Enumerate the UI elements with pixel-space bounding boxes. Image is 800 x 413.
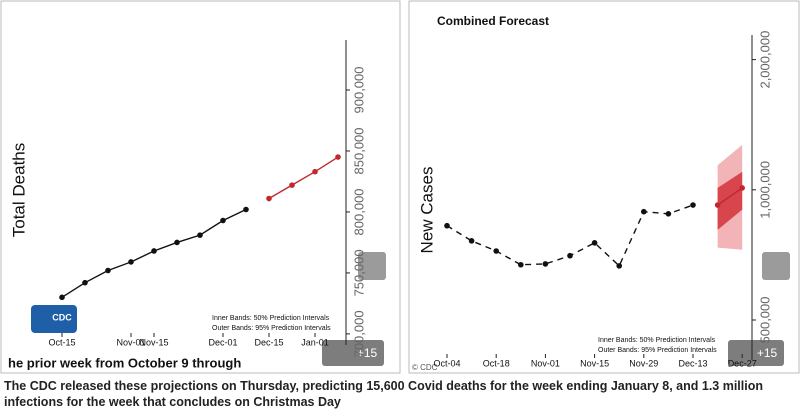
gallery-button[interactable]: [728, 340, 784, 366]
data-point: [641, 208, 647, 215]
data-point: [128, 259, 134, 265]
series-line: [268, 156, 339, 200]
data-point: [59, 294, 65, 301]
photo-count[interactable]: +15: [357, 346, 378, 360]
data-point: [289, 182, 295, 188]
x-tick-label: Oct-15: [48, 337, 75, 347]
y-tick-label: 700,000: [351, 310, 366, 357]
x-tick-label: Dec-01: [208, 337, 237, 347]
data-point: [493, 248, 500, 254]
x-tick-label: Dec-15: [254, 337, 283, 347]
data-point: [312, 168, 318, 175]
x-tick-label: Jan-01: [301, 337, 329, 347]
share-button[interactable]: [358, 252, 386, 280]
gallery-button[interactable]: [322, 340, 384, 366]
data-point: [690, 202, 696, 208]
data-point: [468, 238, 475, 244]
data-point: [220, 217, 226, 224]
y-tick-label: 850,000: [351, 127, 366, 174]
y-tick-label: 500,000: [757, 297, 772, 344]
annotation: Inner Bands: 50% Prediction Intervals: [598, 337, 716, 344]
cdc-logo: [31, 305, 77, 333]
y-axis-label: New Cases: [417, 167, 436, 254]
data-point: [266, 195, 272, 202]
x-tick-label: Nov-01: [531, 358, 560, 368]
y-tick-label: 800,000: [351, 188, 366, 235]
annotation: Outer Bands: 95% Prediction Intervals: [598, 347, 717, 354]
data-point: [335, 154, 341, 160]
prediction-band: [717, 171, 743, 230]
x-tick-label: Nov-01: [116, 337, 145, 347]
data-point: [542, 261, 549, 267]
data-point: [665, 211, 672, 217]
y-tick-label: 2,000,000: [757, 31, 772, 89]
y-tick-label: 900,000: [351, 67, 366, 114]
x-tick-label: Oct-18: [483, 358, 510, 368]
series-line: [717, 187, 743, 206]
data-point: [82, 279, 88, 286]
data-point: [151, 248, 157, 254]
x-tick-label: Nov-29: [629, 358, 658, 368]
logo-text: CDC: [52, 312, 72, 322]
annotation: Outer Bands: 95% Prediction Intervals: [212, 325, 331, 332]
share-button[interactable]: [762, 252, 790, 280]
data-point: [567, 252, 573, 259]
data-point: [591, 240, 598, 246]
data-point: [616, 263, 622, 269]
y-tick-label: 750,000: [351, 249, 366, 296]
data-point: [714, 202, 721, 208]
chart-title: Combined Forecast: [437, 14, 549, 28]
charts: CDC +15 +15 © CDC he prior week from Oct…: [0, 0, 800, 374]
data-point: [444, 222, 450, 229]
y-tick-label: 1,000,000: [757, 161, 772, 219]
data-point: [174, 239, 180, 246]
x-tick-label: Dec-27: [728, 358, 757, 368]
data-point: [243, 206, 249, 213]
photo-credit: © CDC: [412, 363, 438, 372]
x-tick-label: Nov-15: [580, 358, 609, 368]
annotation: Inner Bands: 50% Prediction Intervals: [212, 315, 330, 322]
data-point: [518, 261, 524, 268]
x-tick-label: Oct-04: [433, 358, 460, 368]
x-tick-label: Nov-15: [139, 337, 168, 347]
data-point: [197, 232, 203, 238]
data-point: [105, 267, 111, 274]
data-point: [739, 185, 745, 191]
y-axis-label: Total Deaths: [9, 143, 28, 238]
x-tick-label: Dec-13: [678, 358, 707, 368]
photo-count[interactable]: +15: [757, 346, 778, 360]
article-fragment: he prior week from October 9 through: [8, 355, 241, 370]
caption: The CDC released these projections on Th…: [4, 379, 763, 409]
